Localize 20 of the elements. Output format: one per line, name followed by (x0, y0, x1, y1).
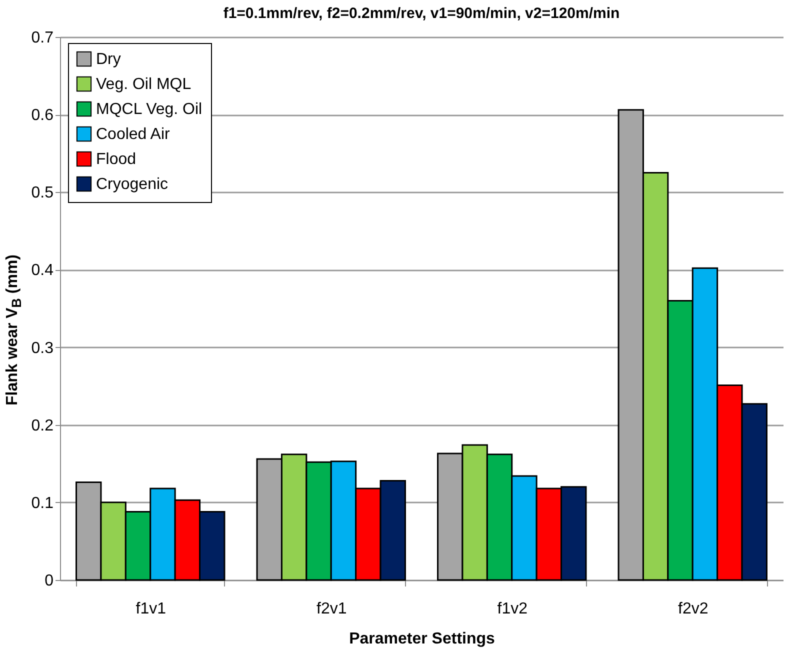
y-tick-label: 0.6 (31, 107, 54, 124)
x-tick-label: f1v1 (136, 600, 166, 618)
chart-title: f1=0.1mm/rev, f2=0.2mm/rev, v1=90m/min, v2=120m/min (223, 5, 620, 22)
x-tick-label: f1v2 (497, 600, 528, 618)
y-tick-label: 0.5 (31, 184, 54, 202)
y-tick-label: 0.7 (31, 30, 54, 46)
legend-label: Cryogenic (96, 176, 168, 193)
legend-label: Flood (96, 151, 136, 168)
legend-label: Cooled Air (96, 126, 170, 143)
legend-label: Dry (96, 51, 121, 68)
y-tick-label: 0 (44, 572, 54, 590)
legend-label: Veg. Oil MQL (96, 76, 192, 93)
x-tick-label: f2v1 (316, 600, 347, 618)
y-tick-label: 0.1 (31, 494, 54, 512)
y-tick-label: 0.3 (31, 340, 54, 357)
y-tick-label: 0.2 (31, 417, 54, 434)
legend-label: MQCL Veg. Oil (96, 101, 202, 118)
y-tick-label: 0.4 (31, 262, 54, 280)
x-axis-title: Parameter Settings (349, 630, 496, 648)
x-tick-label: f2v2 (678, 600, 708, 618)
